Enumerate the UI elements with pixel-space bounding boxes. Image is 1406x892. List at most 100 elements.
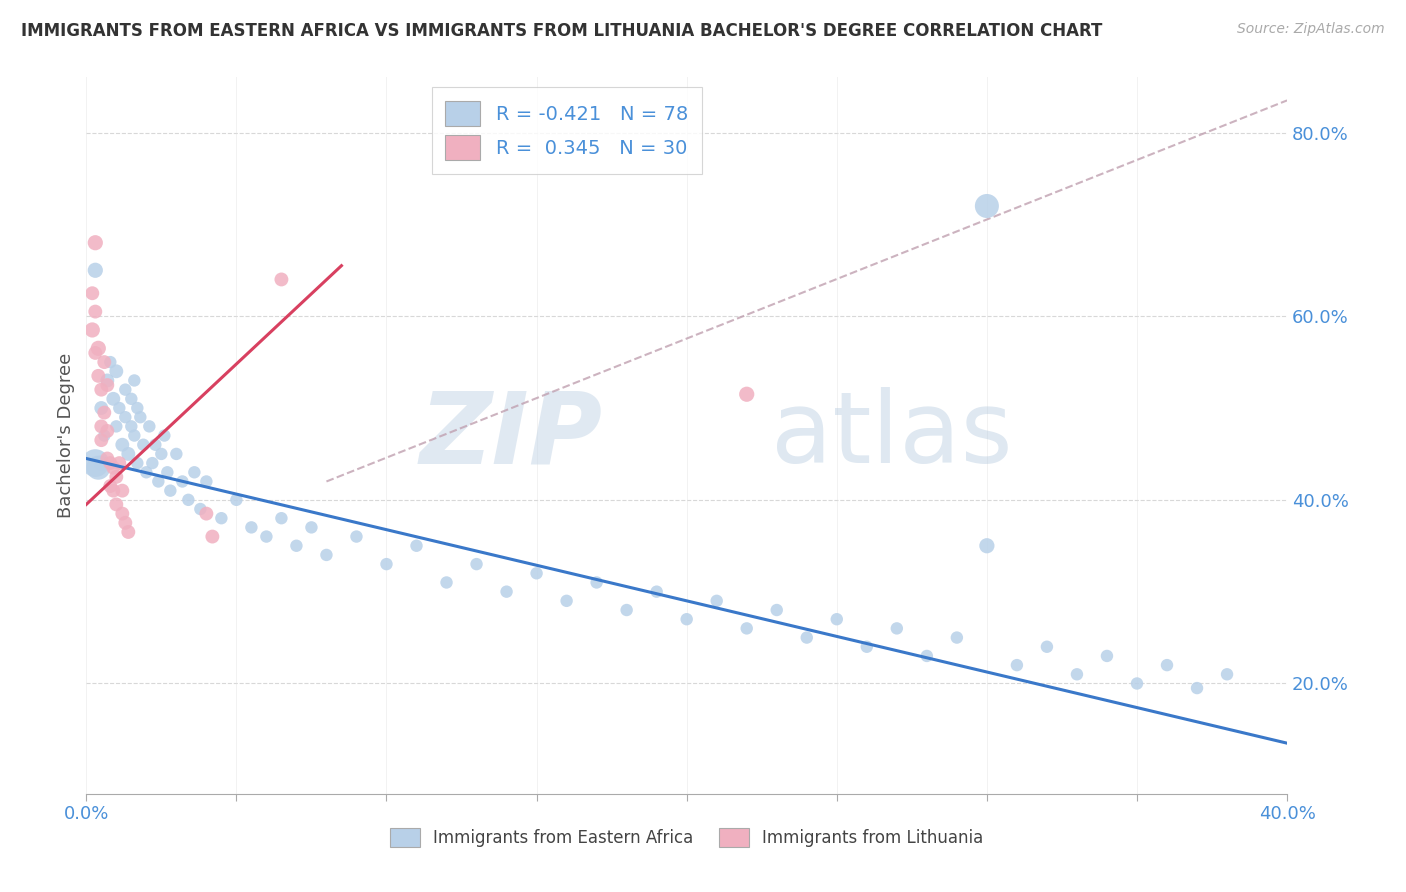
Y-axis label: Bachelor's Degree: Bachelor's Degree: [58, 353, 75, 518]
Point: [375, 557, 398, 571]
Point: [465, 557, 488, 571]
Point: [156, 465, 179, 479]
Point: [148, 475, 170, 489]
Point: [436, 575, 458, 590]
Point: [87, 341, 110, 355]
Point: [84, 304, 107, 318]
Point: [346, 530, 368, 544]
Text: Source: ZipAtlas.com: Source: ZipAtlas.com: [1237, 22, 1385, 37]
Point: [706, 594, 728, 608]
Point: [150, 447, 173, 461]
Point: [856, 640, 879, 654]
Point: [675, 612, 697, 626]
Point: [114, 383, 136, 397]
Point: [135, 465, 157, 479]
Point: [315, 548, 337, 562]
Point: [225, 492, 247, 507]
Point: [165, 447, 187, 461]
Point: [555, 594, 578, 608]
Point: [105, 497, 128, 511]
Point: [84, 456, 107, 470]
Point: [90, 401, 112, 415]
Point: [1216, 667, 1239, 681]
Point: [96, 374, 118, 388]
Point: [103, 483, 125, 498]
Point: [90, 456, 112, 470]
Point: [1156, 658, 1178, 673]
Point: [82, 323, 104, 337]
Point: [84, 346, 107, 360]
Point: [153, 428, 176, 442]
Point: [114, 516, 136, 530]
Point: [105, 364, 128, 378]
Point: [132, 438, 155, 452]
Point: [1066, 667, 1088, 681]
Point: [90, 419, 112, 434]
Point: [108, 456, 131, 470]
Point: [976, 539, 998, 553]
Point: [120, 392, 142, 406]
Point: [111, 438, 134, 452]
Point: [143, 438, 166, 452]
Point: [190, 502, 212, 516]
Point: [103, 460, 125, 475]
Point: [98, 479, 121, 493]
Point: [111, 507, 134, 521]
Point: [98, 456, 121, 470]
Point: [124, 428, 146, 442]
Point: [111, 483, 134, 498]
Point: [96, 378, 118, 392]
Point: [117, 447, 139, 461]
Point: [1185, 681, 1208, 695]
Point: [172, 475, 194, 489]
Text: atlas: atlas: [770, 387, 1012, 484]
Point: [98, 355, 121, 369]
Point: [117, 524, 139, 539]
Point: [270, 272, 292, 286]
Point: [1095, 648, 1118, 663]
Text: ZIP: ZIP: [419, 387, 603, 484]
Point: [195, 507, 218, 521]
Point: [886, 621, 908, 635]
Legend: R = -0.421   N = 78, R =  0.345   N = 30: R = -0.421 N = 78, R = 0.345 N = 30: [432, 87, 702, 174]
Point: [108, 401, 131, 415]
Point: [735, 621, 758, 635]
Point: [209, 511, 232, 525]
Point: [103, 392, 125, 406]
Point: [90, 433, 112, 447]
Point: [285, 539, 308, 553]
Point: [141, 456, 163, 470]
Point: [177, 492, 200, 507]
Point: [127, 401, 149, 415]
Point: [976, 199, 998, 213]
Point: [84, 235, 107, 250]
Point: [254, 530, 277, 544]
Point: [616, 603, 638, 617]
Text: IMMIGRANTS FROM EASTERN AFRICA VS IMMIGRANTS FROM LITHUANIA BACHELOR'S DEGREE CO: IMMIGRANTS FROM EASTERN AFRICA VS IMMIGR…: [21, 22, 1102, 40]
Point: [1005, 658, 1028, 673]
Point: [124, 374, 146, 388]
Point: [1036, 640, 1059, 654]
Point: [87, 368, 110, 383]
Point: [796, 631, 818, 645]
Point: [195, 475, 218, 489]
Point: [93, 355, 115, 369]
Point: [159, 483, 181, 498]
Point: [735, 387, 758, 401]
Point: [84, 263, 107, 277]
Point: [585, 575, 607, 590]
Point: [82, 286, 104, 301]
Point: [87, 460, 110, 475]
Point: [183, 465, 205, 479]
Point: [526, 566, 548, 581]
Point: [93, 406, 115, 420]
Point: [201, 530, 224, 544]
Point: [93, 428, 115, 442]
Point: [405, 539, 427, 553]
Point: [495, 584, 517, 599]
Point: [96, 451, 118, 466]
Point: [240, 520, 263, 534]
Point: [946, 631, 969, 645]
Point: [1126, 676, 1149, 690]
Point: [765, 603, 787, 617]
